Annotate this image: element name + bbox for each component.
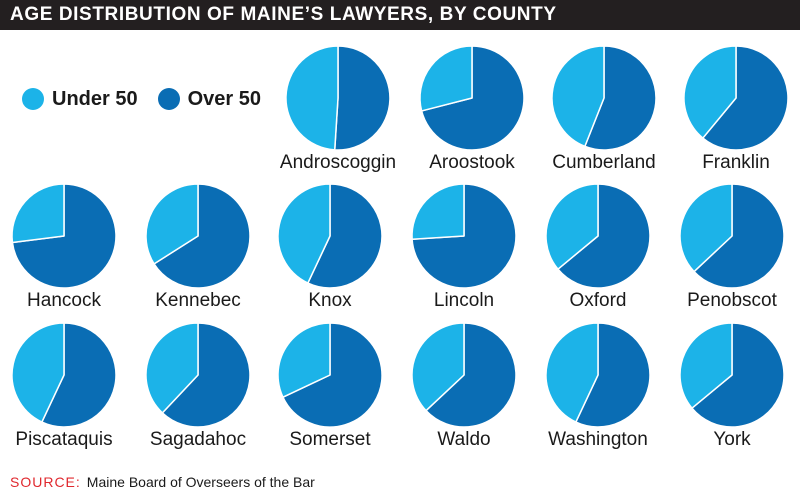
slice-over-50-sagadahoc: [161, 322, 251, 428]
slice-over-50-cumberland: [584, 45, 657, 151]
source-prefix: SOURCE:: [10, 474, 81, 490]
source-text: Maine Board of Overseers of the Bar: [86, 474, 315, 490]
county-label-hancock: Hancock: [27, 290, 101, 311]
legend-item-over-50: Over 50: [157, 87, 261, 111]
county-label-oxford: Oxford: [569, 290, 626, 311]
pie-cumberland: Cumberland: [551, 45, 657, 173]
slice-under-50-hancock: [11, 183, 65, 244]
pie-franklin: Franklin: [683, 45, 789, 173]
county-label-sagadahoc: Sagadahoc: [150, 429, 246, 450]
slice-over-50-franklin: [702, 45, 789, 151]
slice-over-50-penobscot: [693, 183, 785, 289]
pie-somerset: Somerset: [277, 322, 383, 450]
county-label-knox: Knox: [308, 290, 352, 311]
slice-under-50-oxford: [545, 183, 599, 270]
slice-under-50-somerset: [277, 322, 331, 398]
slice-under-50-york: [679, 322, 733, 409]
legend-label-over-50: Over 50: [187, 87, 261, 110]
chart-title: AGE DISTRIBUTION OF MAINE’S LAWYERS, BY …: [10, 4, 557, 25]
pie-york: York: [679, 322, 785, 450]
slice-over-50-washington: [575, 322, 651, 428]
slice-over-50-somerset: [282, 322, 383, 428]
legend-swatch-over-50: [157, 88, 180, 110]
pie-piscataquis: Piscataquis: [11, 322, 117, 450]
slice-under-50-androscoggin: [285, 45, 339, 151]
pie-hancock: Hancock: [11, 183, 117, 311]
legend: Under 50 Over 50: [22, 86, 281, 112]
county-label-somerset: Somerset: [289, 429, 371, 450]
title-bar: AGE DISTRIBUTION OF MAINE’S LAWYERS, BY …: [0, 0, 800, 30]
pie-kennebec: Kennebec: [145, 183, 251, 311]
pie-lincoln: Lincoln: [411, 183, 517, 311]
source-note: SOURCE: Maine Board of Overseers of the B…: [10, 474, 315, 490]
legend-label-under-50: Under 50: [52, 87, 138, 110]
county-label-piscataquis: Piscataquis: [15, 429, 112, 450]
slice-over-50-aroostook: [420, 45, 525, 151]
slice-over-50-androscoggin: [333, 45, 391, 151]
pie-aroostook: Aroostook: [419, 45, 525, 173]
legend-swatch-under-50: [22, 88, 44, 110]
county-label-waldo: Waldo: [437, 429, 490, 450]
slice-under-50-franklin: [683, 45, 737, 139]
slice-under-50-kennebec: [145, 183, 199, 265]
slice-over-50-kennebec: [153, 183, 251, 289]
slice-under-50-penobscot: [679, 183, 733, 273]
county-label-york: York: [713, 429, 751, 450]
county-label-lincoln: Lincoln: [434, 290, 494, 311]
county-label-franklin: Franklin: [702, 152, 770, 173]
slice-under-50-sagadahoc: [145, 322, 199, 414]
slice-over-50-knox: [307, 183, 383, 289]
slice-over-50-oxford: [557, 183, 651, 289]
slice-under-50-waldo: [411, 322, 465, 412]
pie-penobscot: Penobscot: [679, 183, 785, 311]
pie-androscoggin: Androscoggin: [280, 45, 396, 173]
slice-under-50-aroostook: [419, 45, 473, 112]
slice-over-50-waldo: [425, 322, 517, 428]
legend-item-under-50: Under 50: [22, 88, 138, 111]
slice-under-50-lincoln: [411, 183, 465, 241]
pie-knox: Knox: [277, 183, 383, 311]
pie-washington: Washington: [545, 322, 651, 450]
county-label-kennebec: Kennebec: [155, 290, 241, 311]
slice-under-50-piscataquis: [11, 322, 65, 423]
slice-under-50-cumberland: [551, 45, 605, 148]
county-label-aroostook: Aroostook: [429, 152, 515, 173]
pie-waldo: Waldo: [411, 322, 517, 450]
slice-over-50-piscataquis: [41, 322, 117, 428]
county-label-penobscot: Penobscot: [687, 290, 778, 311]
pie-sagadahoc: Sagadahoc: [145, 322, 251, 450]
slice-under-50-washington: [545, 322, 599, 423]
county-label-washington: Washington: [548, 429, 648, 450]
county-label-androscoggin: Androscoggin: [280, 152, 396, 173]
county-label-cumberland: Cumberland: [552, 152, 656, 173]
slice-under-50-knox: [277, 183, 331, 284]
pie-oxford: Oxford: [545, 183, 651, 311]
slice-over-50-york: [691, 322, 785, 428]
